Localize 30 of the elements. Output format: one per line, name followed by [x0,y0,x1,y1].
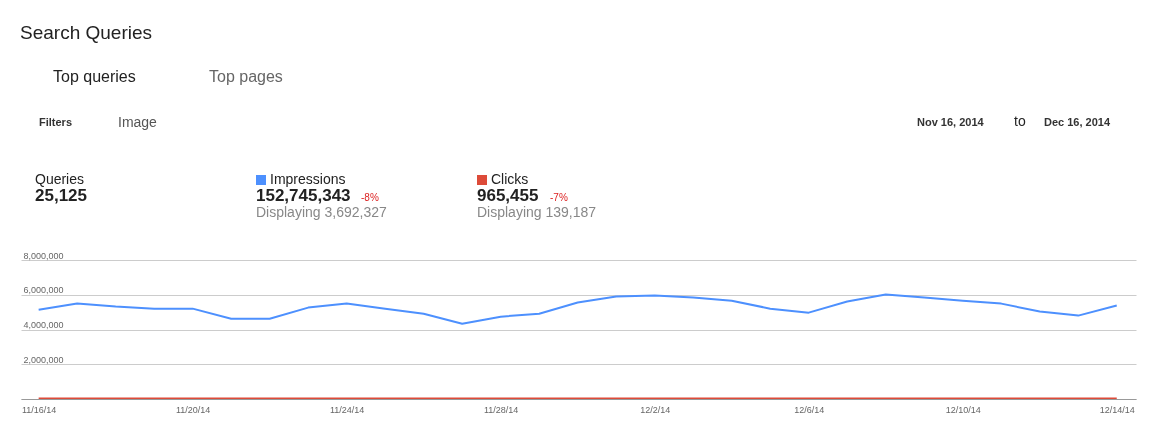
text: Displaying 3,692,327 [256,204,387,220]
x-tick-label: 12/14/14 [1099,404,1135,415]
legend-label: Clicks [491,171,529,187]
y-tick-label: 6,000,000 [23,285,64,296]
x-tick-label: 11/24/14 [329,404,365,415]
legend-label: Impressions [270,171,346,187]
text: Dec 16, 2014 [1044,116,1111,128]
text: 965,455 [477,186,539,205]
y-tick-label: 4,000,000 [23,320,64,330]
chart-title: Search Queries [20,22,153,43]
y-tick-label: 2,000,000 [23,354,64,365]
text: Nov 16, 2014 [917,116,985,128]
x-tick-label: 11/20/14 [175,404,211,415]
text: Filters [39,116,73,128]
text: Image [118,114,158,130]
text: 25,125 [35,186,87,205]
y-tick-label: 8,000,000 [23,250,64,261]
x-tick-label: 11/28/14 [484,404,519,415]
x-tick-label: 11/16/14 [21,404,57,415]
text: -8% [361,192,379,203]
text: Top pages [209,68,283,85]
text: Queries [35,171,85,187]
text: Top queries [53,68,136,85]
text: to [1014,113,1026,129]
text: 152,745,343 [256,186,351,205]
x-tick-label: 12/10/14 [945,404,981,415]
x-tick-label: 12/2/14 [640,404,671,415]
text: Displaying 139,187 [477,204,597,220]
x-tick-label: 12/6/14 [794,404,825,415]
text: -7% [550,192,568,203]
